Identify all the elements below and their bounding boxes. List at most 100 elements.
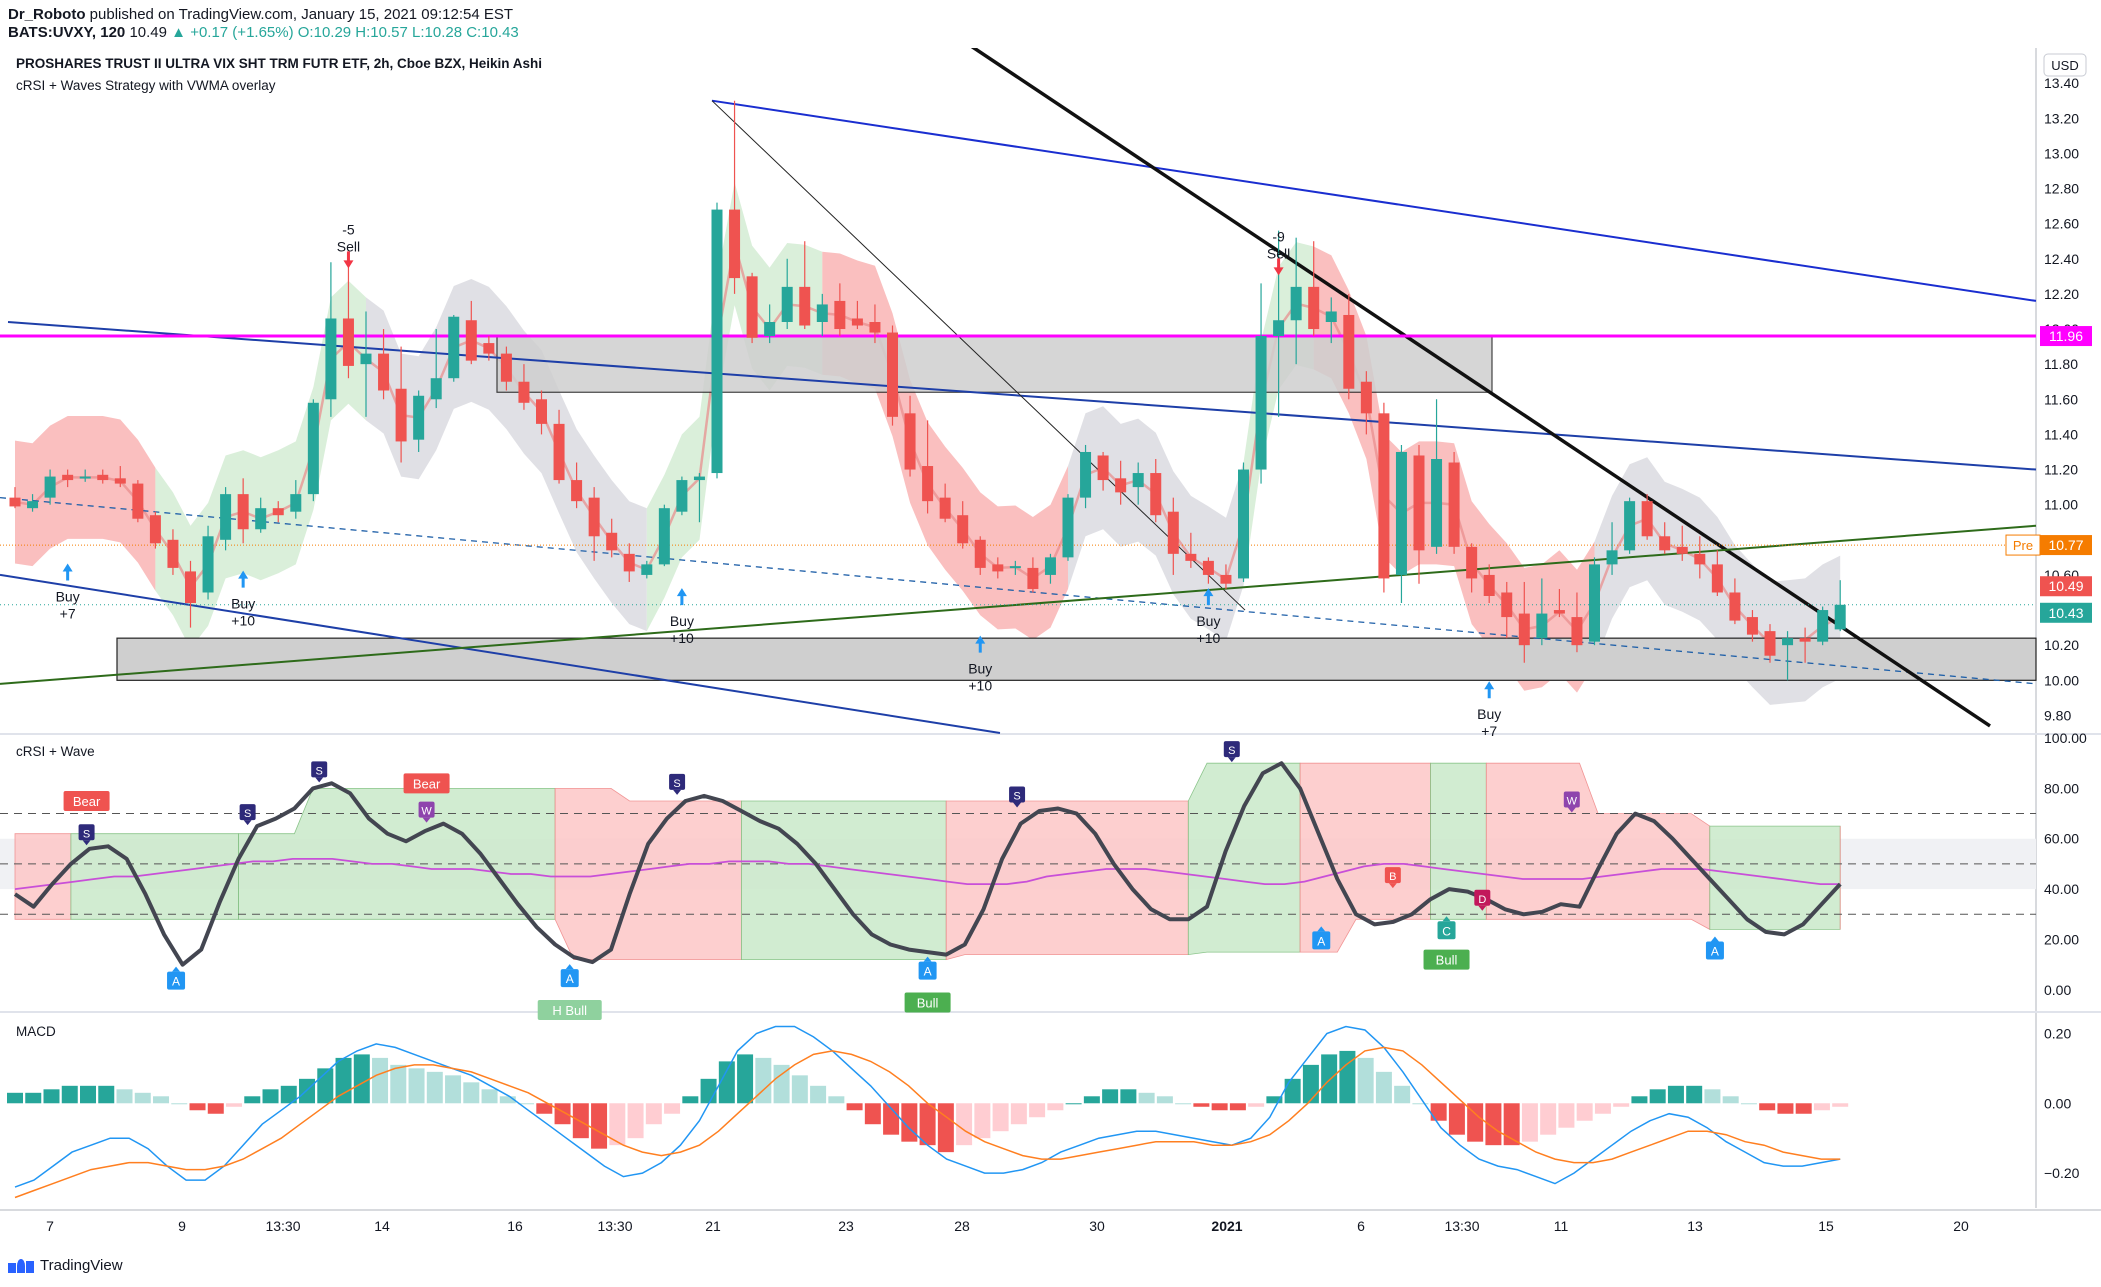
candle-body [834, 300, 846, 330]
candle-body [378, 353, 390, 391]
marker-letter: D [1478, 894, 1486, 906]
marker-pointer [1710, 936, 1719, 942]
candle [1746, 610, 1758, 642]
buy-qty-label: +10 [968, 678, 992, 694]
candle-body [1273, 320, 1285, 337]
candle [1659, 522, 1671, 554]
crsi-marker: C [1437, 916, 1456, 940]
buy-signal: Buy+10 [670, 588, 694, 646]
buy-qty-label: +7 [60, 606, 76, 622]
macd-histogram-bar [244, 1096, 261, 1104]
candle-body [9, 497, 21, 507]
macd-histogram-bar [372, 1057, 389, 1104]
candle [834, 283, 846, 337]
candle-body [1448, 462, 1460, 547]
buy-signal: Buy+7 [1477, 681, 1501, 739]
symbol-label[interactable]: BATS:UVXY, 120 [8, 24, 126, 41]
candle [1238, 462, 1249, 582]
macd-histogram-bar [207, 1103, 224, 1114]
candle-body [799, 286, 811, 326]
candle-body [342, 318, 354, 366]
marker-pointer [172, 966, 181, 972]
candle [1518, 581, 1530, 663]
divergence-text: Bear [413, 776, 441, 791]
macd-histogram-bar [134, 1092, 151, 1104]
candle-body [1202, 560, 1214, 575]
buy-signal: Buy+10 [231, 570, 255, 629]
marker-letter: S [1228, 745, 1235, 757]
macd-histogram-bar [937, 1103, 954, 1153]
candle [1413, 444, 1425, 584]
candle [1044, 553, 1056, 584]
crsi-marker: A [1312, 926, 1331, 950]
marker-letter: W [1567, 796, 1578, 808]
crsi-marker: A [918, 956, 937, 980]
marker-letter: A [172, 975, 180, 989]
candle-body [939, 497, 951, 519]
price-tick-label: 11.60 [2044, 391, 2078, 407]
marker-letter: S [673, 778, 680, 790]
ohlc-values: O:10.29 H:10.57 L:10.28 C:10.43 [297, 24, 519, 41]
crsi-marker: S [311, 761, 328, 783]
candle-body [1413, 455, 1425, 551]
macd-histogram-bar [481, 1089, 498, 1104]
buy-signal: Buy+10 [1196, 588, 1220, 646]
crsi-marker: S [1223, 741, 1240, 763]
marker-letter: A [1711, 944, 1719, 958]
buy-arrow-icon [1203, 588, 1214, 606]
candle-body [676, 480, 688, 512]
macd-histogram-bar [1467, 1103, 1484, 1142]
tradingview-brand[interactable]: TradingView [40, 1257, 123, 1274]
price-tick-label: 10.00 [2044, 672, 2079, 688]
candle-body [764, 322, 776, 337]
candle [729, 100, 741, 294]
marker-letter: S [244, 808, 251, 820]
price-tag-label: 10.43 [2048, 605, 2083, 621]
time-tick-label: 21 [705, 1218, 721, 1234]
marker-letter: W [421, 806, 432, 818]
chart-canvas[interactable]: Buy+7Buy+10-5SellBuy+10Buy+10Buy+10-9Sel… [0, 48, 2101, 1253]
marker-pointer [82, 840, 91, 846]
candle [799, 241, 811, 330]
currency-button[interactable] [2043, 53, 2087, 77]
crsi-marker: D [1474, 889, 1491, 911]
crsi-pane-title: cRSI + Wave [16, 744, 95, 759]
buy-label: Buy [968, 661, 992, 677]
divergence-label: Bear [63, 790, 110, 811]
macd-histogram-bar [1740, 1103, 1757, 1105]
candle-body [360, 353, 372, 365]
candle-body [448, 316, 460, 379]
candle-body [1255, 336, 1267, 470]
macd-histogram-bar [226, 1103, 243, 1107]
resistance-zone [496, 335, 1493, 393]
macd-tick-label: 0.20 [2044, 1025, 2071, 1041]
candle-body [1483, 574, 1495, 596]
candle [1501, 581, 1513, 639]
marker-badge [1223, 741, 1240, 758]
price-tag-label: 10.77 [2048, 537, 2083, 553]
publisher-name[interactable]: Dr_Roboto [8, 6, 86, 23]
candle-body [641, 564, 653, 575]
candle [1606, 522, 1618, 575]
candle-body [623, 553, 635, 572]
candle [1448, 451, 1460, 554]
candle-body [1115, 478, 1127, 493]
macd-histogram-bar [1394, 1085, 1411, 1104]
crsi-tick-label: 20.00 [2044, 931, 2079, 947]
candle [465, 300, 477, 365]
time-tick-label: 30 [1089, 1218, 1105, 1234]
macd-histogram-bar [682, 1096, 699, 1104]
candle-body [922, 466, 934, 502]
marker-badge [1437, 921, 1456, 940]
candle [851, 300, 863, 330]
buy-arrow-icon [676, 588, 687, 606]
macd-histogram-bar [536, 1103, 553, 1114]
macd-line [14, 1025, 1841, 1188]
candle-body [1676, 546, 1688, 554]
candle-body [1062, 497, 1074, 558]
buy-label: Buy [231, 596, 255, 612]
candle [378, 329, 390, 400]
candle-body [185, 571, 196, 604]
macd-histogram-bar [262, 1089, 279, 1104]
macd-histogram-bar [1321, 1054, 1338, 1104]
